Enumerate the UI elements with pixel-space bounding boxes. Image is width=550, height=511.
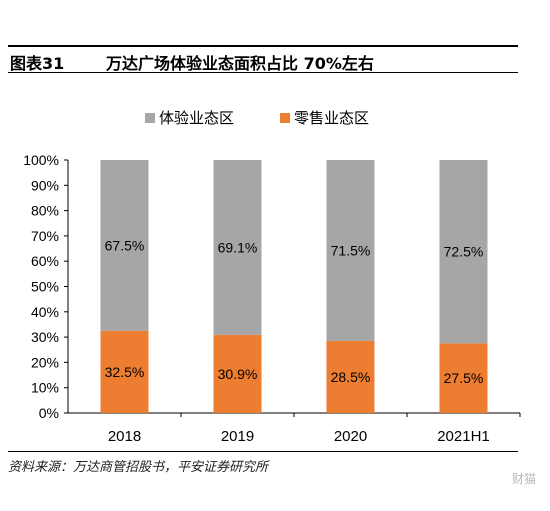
x-tick-label-0: 2018: [108, 428, 141, 445]
data-label-1-0: 67.5%: [105, 237, 145, 253]
data-label-0-3: 27.5%: [444, 370, 484, 386]
y-tick-label-3: 30%: [31, 329, 59, 345]
figure-title-bar: 图表31 万达广场体验业态面积占比 70%左右: [8, 45, 518, 75]
data-label-0-2: 28.5%: [331, 369, 371, 385]
legend-label-0: 体验业态区: [159, 109, 234, 127]
bar-1-1: [213, 160, 262, 335]
x-tick-label-3: 2021H1: [437, 428, 490, 445]
bar-0-1: [213, 334, 262, 413]
bar-0-2: [326, 340, 375, 413]
watermark: 财猫: [511, 472, 536, 486]
y-tick-label-0: 0%: [39, 405, 59, 421]
bar-0-3: [439, 343, 488, 413]
stacked-bar-chart: 体验业态区 零售业态区 0% 10% 20% 30% 40% 50% 60% 70% 80% 90% 1…: [23, 109, 521, 445]
source-rule: [8, 451, 518, 452]
data-label-1-3: 72.5%: [444, 244, 484, 260]
y-tick-label-10: 100%: [23, 152, 59, 168]
y-tick-label-6: 60%: [31, 253, 59, 269]
legend-swatch-0: [145, 113, 155, 123]
y-tick-label-8: 80%: [31, 203, 59, 219]
data-label-1-2: 71.5%: [331, 242, 371, 258]
x-tick-label-2: 2020: [334, 428, 367, 445]
data-label-0-1: 30.9%: [218, 366, 258, 382]
legend-swatch-1: [280, 113, 290, 123]
figure-title: 万达广场体验业态面积占比 70%左右: [106, 54, 374, 73]
bar-1-2: [326, 160, 375, 341]
y-tick-label-7: 70%: [31, 228, 59, 244]
legend-label-1: 零售业态区: [294, 109, 369, 127]
y-tick-label-1: 10%: [31, 380, 59, 396]
y-tick-label-4: 40%: [31, 304, 59, 320]
y-tick-label-5: 50%: [31, 279, 59, 295]
source-note: 资料来源：万达商管招股书，平安证券研究所: [8, 460, 269, 475]
bar-0-0: [100, 330, 149, 413]
data-label-0-0: 32.5%: [105, 364, 145, 380]
bar-1-0: [100, 160, 149, 331]
x-tick-label-1: 2019: [221, 428, 254, 445]
y-tick-label-9: 90%: [31, 177, 59, 193]
y-tick-label-2: 20%: [31, 354, 59, 370]
bar-1-3: [439, 160, 488, 344]
figure-label: 图表31: [10, 54, 65, 73]
data-label-1-1: 69.1%: [218, 239, 258, 255]
title-top-rule: [8, 45, 518, 47]
title-bottom-rule: [8, 72, 518, 73]
